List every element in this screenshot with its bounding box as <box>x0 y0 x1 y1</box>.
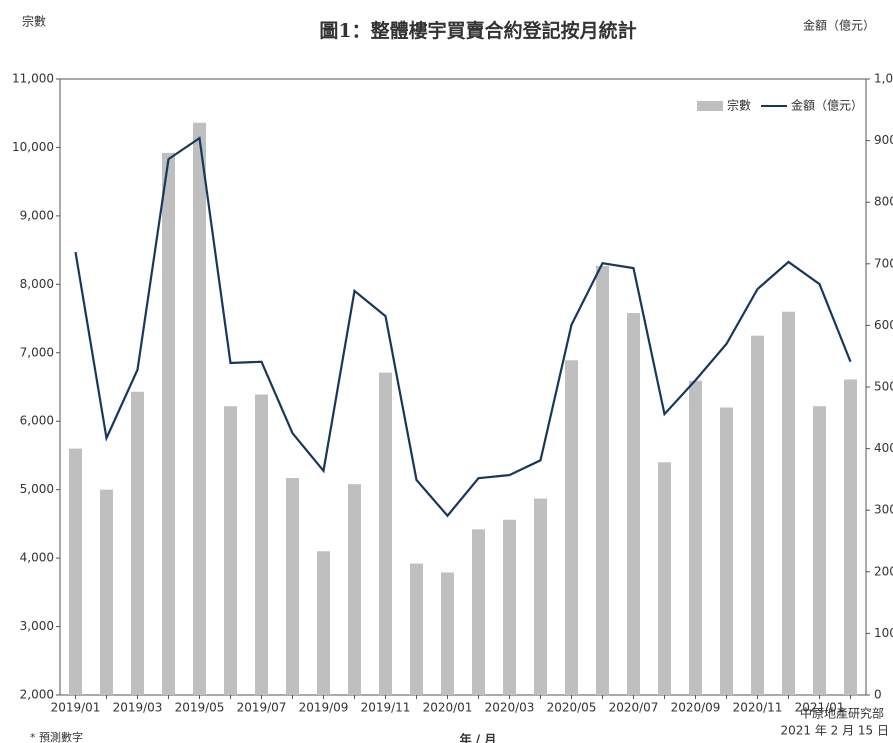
y-tick-label: 11,000 <box>12 72 54 86</box>
bar <box>751 335 764 695</box>
x-tick-label: 2020/05 <box>547 701 597 715</box>
y2-tick-label: 0 <box>874 688 882 702</box>
legend-label: 金額（億元） <box>791 98 863 113</box>
x-tick-label: 2020/01 <box>423 701 473 715</box>
chart-title: 圖1：整體樓宇買賣合約登記按月統計 <box>319 19 636 42</box>
bar <box>193 122 206 695</box>
x-tick-label: 2019/05 <box>175 701 225 715</box>
x-tick-label: 2021/01 <box>795 701 845 715</box>
x-tick-label: 2020/07 <box>609 701 659 715</box>
y2-tick-label: 1,000 <box>874 72 893 86</box>
x-tick-label: 2020/03 <box>485 701 535 715</box>
y-tick-label: 10,000 <box>12 140 54 154</box>
x-tick-label: 2019/01 <box>51 701 101 715</box>
y-tick-label: 3,000 <box>20 619 54 633</box>
y2-tick-label: 600 <box>874 318 893 332</box>
line <box>74 136 852 518</box>
y2-tick-label: 100 <box>874 626 893 640</box>
bar <box>813 406 826 695</box>
bar <box>627 313 640 695</box>
date: 2021 年 2 月 15 日 <box>780 724 889 738</box>
bar <box>658 462 671 695</box>
bar <box>720 407 733 695</box>
bar <box>782 311 795 695</box>
bar <box>410 563 423 695</box>
bar <box>534 498 547 695</box>
bar <box>503 519 516 695</box>
y2-tick-label: 500 <box>874 380 893 394</box>
bar <box>162 152 175 696</box>
x-tick-label: 2019/09 <box>299 701 349 715</box>
legend-swatch <box>697 101 723 111</box>
y-tick-label: 8,000 <box>20 277 54 291</box>
y-tick-label: 9,000 <box>20 208 54 222</box>
x-axis-label: 年 / 月 <box>460 732 497 743</box>
x-tick-label: 2019/07 <box>237 701 287 715</box>
y2-tick-label: 700 <box>874 256 893 270</box>
x-tick-label: 2020/09 <box>671 701 721 715</box>
bar <box>565 360 578 695</box>
source: 中原地產研究部 <box>800 706 884 721</box>
y-tick-label: 6,000 <box>20 414 54 428</box>
y2-tick-label: 200 <box>874 564 893 578</box>
y-tick-label: 7,000 <box>20 345 54 359</box>
y-tick-label: 2,000 <box>20 688 54 702</box>
plot-frame <box>59 78 867 696</box>
bar <box>596 265 609 695</box>
bar <box>224 406 237 695</box>
bar <box>348 484 361 695</box>
bar <box>441 572 454 695</box>
bar <box>100 489 113 695</box>
y-tick-label: 4,000 <box>20 551 54 565</box>
y2-tick-label: 900 <box>874 133 893 147</box>
y2-tick-label: 300 <box>874 503 893 517</box>
y2-axis-label: 金額（億元） <box>803 18 875 33</box>
y2-tick-label: 800 <box>874 195 893 209</box>
y-axis-label: 宗數 <box>22 14 46 29</box>
bar <box>472 529 485 695</box>
bar <box>844 379 857 695</box>
legend-label: 宗數 <box>727 98 751 113</box>
bar <box>255 394 268 695</box>
bar <box>131 391 144 695</box>
bar <box>689 380 702 695</box>
bar <box>317 551 330 695</box>
y-tick-label: 5,000 <box>20 482 54 496</box>
note: * 預測數字 <box>30 730 83 743</box>
bar <box>286 478 299 695</box>
bar <box>379 372 392 695</box>
x-tick-label: 2019/03 <box>113 701 163 715</box>
x-tick-label: 2019/11 <box>361 701 411 715</box>
y2-tick-label: 400 <box>874 441 893 455</box>
x-tick-label: 2020/11 <box>733 701 783 715</box>
bar <box>69 448 82 695</box>
